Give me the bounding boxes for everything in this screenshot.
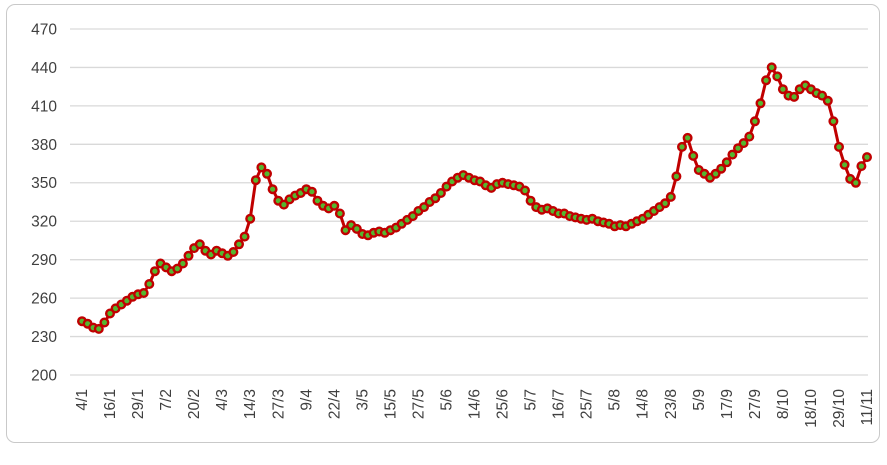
data-point-marker	[856, 161, 867, 172]
x-axis-label: 25/7	[579, 389, 596, 419]
y-axis-label: 260	[31, 291, 57, 308]
data-point-marker	[817, 90, 828, 101]
data-point-marker	[239, 231, 250, 242]
data-point-marker	[177, 258, 188, 269]
data-point-marker	[665, 191, 676, 202]
data-point-marker	[334, 208, 345, 219]
x-axis-label: 16/1	[102, 389, 119, 419]
data-point-marker	[435, 187, 446, 198]
x-axis-label: 14/8	[635, 389, 652, 419]
y-axis-label: 320	[31, 214, 57, 231]
x-axis-label: 9/4	[298, 389, 315, 411]
data-point-marker	[755, 98, 766, 109]
data-point-marker	[233, 239, 244, 250]
data-point-marker	[525, 195, 536, 206]
data-point-marker	[850, 177, 861, 188]
data-point-marker	[761, 75, 772, 86]
data-point-marker	[789, 91, 800, 102]
data-point-marker	[828, 116, 839, 127]
y-axis-label: 410	[31, 98, 57, 115]
x-axis-label: 4/1	[74, 389, 91, 411]
x-axis-label: 29/1	[130, 389, 147, 419]
data-point-marker	[738, 138, 749, 149]
data-point-marker	[744, 131, 755, 142]
data-point-marker	[183, 250, 194, 261]
series-line	[80, 65, 869, 331]
data-point-marker	[822, 95, 833, 106]
x-axis-label: 8/10	[775, 389, 792, 420]
x-axis-label: 14/3	[242, 389, 259, 419]
chart-frame-border	[6, 4, 880, 443]
x-axis-label: 20/2	[186, 389, 203, 419]
x-axis-label: 5/6	[438, 389, 455, 411]
data-point-marker	[245, 213, 256, 224]
x-axis-label: 25/6	[495, 389, 512, 419]
x-axis-label: 5/9	[691, 389, 708, 411]
data-point-marker	[839, 159, 850, 170]
data-point-marker	[329, 200, 340, 211]
y-axis-label: 440	[31, 60, 57, 77]
data-point-marker	[682, 132, 693, 143]
x-axis-label: 22/4	[326, 389, 343, 420]
data-point-marker	[194, 239, 205, 250]
data-point-marker	[250, 175, 261, 186]
data-point-marker	[93, 323, 104, 334]
data-point-marker	[772, 71, 783, 82]
y-axis-label: 380	[31, 137, 57, 154]
x-axis-label: 27/5	[410, 389, 427, 419]
data-point-marker	[671, 171, 682, 182]
y-axis-label: 230	[31, 329, 57, 346]
data-point-marker	[727, 149, 738, 160]
data-point-marker	[660, 198, 671, 209]
data-point-marker	[99, 317, 110, 328]
x-axis-label: 4/3	[214, 389, 231, 411]
data-point-marker	[834, 141, 845, 152]
data-point-marker	[862, 152, 873, 163]
data-point-marker	[144, 279, 155, 290]
data-point-marker	[306, 186, 317, 197]
data-point-marker	[267, 184, 278, 195]
data-point-marker	[749, 116, 760, 127]
y-axis-label: 290	[31, 252, 57, 269]
y-axis-label: 470	[31, 21, 57, 38]
data-point-marker	[766, 62, 777, 73]
data-point-marker	[677, 141, 688, 152]
x-axis-label: 17/9	[719, 389, 736, 419]
x-axis-label: 11/11	[859, 389, 876, 426]
x-axis-label: 3/5	[354, 389, 371, 411]
x-axis-label: 27/9	[747, 389, 764, 419]
x-axis-label: 5/7	[523, 389, 540, 411]
x-axis-label: 5/8	[607, 389, 624, 411]
data-point-marker	[138, 288, 149, 299]
y-axis-label: 350	[31, 175, 57, 192]
x-axis-label: 14/6	[467, 389, 484, 419]
x-axis-label: 15/5	[382, 389, 399, 419]
x-axis-label: 27/3	[270, 389, 287, 419]
x-axis-label: 7/2	[158, 389, 175, 411]
data-point-marker	[262, 168, 273, 179]
x-axis-label: 29/10	[831, 389, 848, 428]
data-point-marker	[716, 163, 727, 174]
data-point-marker	[688, 150, 699, 161]
x-axis-label: 18/10	[803, 389, 820, 428]
data-point-marker	[149, 266, 160, 277]
y-axis-label: 200	[31, 367, 57, 384]
data-point-marker	[777, 84, 788, 95]
data-point-marker	[721, 157, 732, 168]
data-point-marker	[228, 246, 239, 257]
x-axis-label: 16/7	[551, 389, 568, 419]
data-point-marker	[520, 185, 531, 196]
x-axis-label: 23/8	[663, 389, 680, 419]
data-point-marker	[256, 162, 267, 173]
